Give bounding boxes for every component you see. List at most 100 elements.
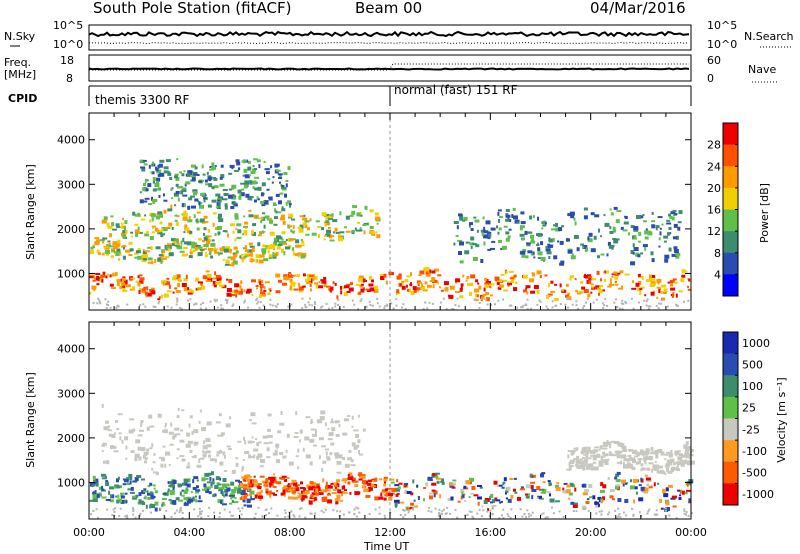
ground-scatter-cell	[181, 512, 184, 514]
data-cell	[172, 484, 175, 489]
data-cell	[369, 275, 373, 280]
data-cell	[217, 252, 220, 256]
data-cell	[632, 237, 637, 240]
data-cell	[260, 287, 263, 292]
ground-scatter-cell	[274, 304, 277, 307]
data-cell	[396, 492, 400, 495]
data-cell	[400, 501, 405, 504]
data-cell	[94, 490, 97, 495]
data-cell	[275, 210, 278, 214]
data-cell	[152, 200, 156, 204]
power-data-cells	[89, 113, 691, 311]
data-cell	[496, 225, 498, 229]
data-cell	[168, 498, 172, 501]
data-cell	[132, 495, 137, 498]
colorbar-tick-label: 16	[707, 204, 721, 217]
data-cell	[679, 489, 682, 494]
data-cell	[289, 237, 292, 242]
data-cell	[276, 245, 281, 250]
data-cell	[468, 223, 471, 228]
data-cell	[269, 482, 273, 486]
data-cell	[548, 482, 552, 487]
data-cell	[213, 284, 217, 288]
data-cell	[434, 268, 439, 272]
data-cell	[275, 169, 281, 172]
data-cell	[663, 240, 667, 243]
data-cell	[203, 197, 207, 200]
data-cell	[145, 293, 148, 298]
data-cell	[503, 225, 508, 228]
data-cell	[260, 291, 265, 295]
data-cell	[325, 489, 331, 492]
data-cell	[314, 488, 317, 492]
data-cell	[482, 297, 485, 300]
data-cell	[264, 168, 270, 171]
data-cell	[139, 159, 144, 163]
data-cell	[559, 262, 565, 266]
data-cell	[205, 488, 210, 493]
data-cell	[677, 489, 681, 492]
data-cell	[360, 288, 365, 293]
data-cell	[247, 440, 253, 444]
data-cell	[154, 259, 157, 263]
ground-scatter-cell	[154, 305, 157, 308]
data-cell	[326, 216, 332, 219]
data-cell	[207, 239, 211, 243]
data-cell	[141, 254, 144, 259]
data-cell	[593, 466, 598, 469]
data-cell	[546, 491, 551, 494]
data-cell	[283, 479, 287, 482]
data-cell	[89, 250, 94, 255]
data-cell	[353, 445, 358, 450]
data-cell	[135, 439, 141, 444]
data-cell	[656, 296, 659, 299]
data-cell	[108, 240, 111, 243]
data-cell	[602, 447, 608, 450]
data-cell	[238, 195, 242, 200]
data-cell	[600, 253, 605, 256]
data-cell	[345, 215, 350, 220]
ground-scatter-cell	[507, 515, 510, 518]
data-cell	[600, 235, 603, 238]
data-cell	[195, 288, 198, 291]
data-cell	[677, 461, 681, 466]
data-cell	[235, 250, 239, 254]
data-cell	[313, 496, 317, 501]
data-cell	[553, 224, 558, 227]
data-cell	[531, 475, 534, 478]
data-cell	[376, 222, 379, 225]
ground-scatter-cell	[113, 511, 116, 513]
data-cell	[479, 486, 483, 489]
ground-scatter-cell	[494, 303, 496, 306]
freq-series	[88, 67, 690, 71]
data-cell	[109, 499, 114, 503]
ground-scatter-cell	[241, 507, 244, 510]
data-cell	[230, 294, 236, 296]
data-cell	[150, 503, 153, 507]
data-cell	[345, 230, 351, 233]
data-cell	[406, 491, 412, 494]
data-cell	[412, 286, 417, 291]
ground-scatter-cell	[622, 511, 625, 514]
ground-scatter-cell	[309, 512, 312, 515]
data-cell	[294, 253, 299, 257]
data-cell	[244, 249, 249, 253]
data-cell	[470, 282, 474, 286]
data-cell	[373, 288, 379, 293]
data-cell	[292, 251, 295, 256]
data-cell	[678, 210, 683, 215]
data-cell	[134, 252, 139, 255]
data-cell	[609, 208, 612, 211]
data-cell	[646, 467, 651, 471]
data-cell	[620, 226, 624, 230]
data-cell	[429, 280, 435, 283]
data-cell	[664, 453, 669, 456]
data-cell	[141, 447, 146, 452]
data-cell	[529, 278, 535, 283]
data-cell	[193, 429, 199, 434]
data-cell	[614, 283, 619, 286]
data-cell	[175, 176, 180, 181]
ground-scatter-cell	[664, 507, 667, 510]
data-cell	[646, 456, 652, 460]
nsearch-tick-top: 10^5	[707, 19, 737, 32]
